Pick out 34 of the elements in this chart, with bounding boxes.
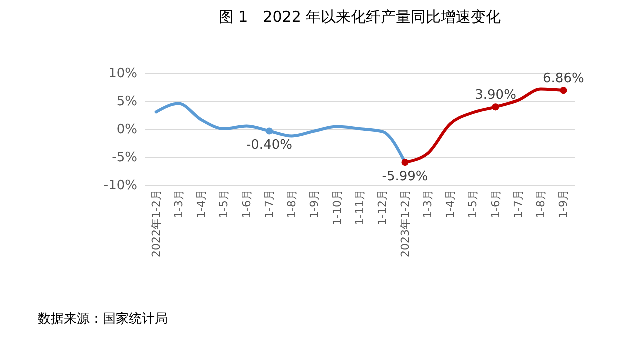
source-note: 数据来源：国家统计局 xyxy=(38,311,168,327)
x-tick-label: 1-7月 xyxy=(512,190,525,218)
data-label: -5.99% xyxy=(382,170,428,185)
x-tick-label: 1-9月 xyxy=(557,190,570,218)
x-tick-label: 1-3月 xyxy=(421,190,434,218)
y-tick-label: 0% xyxy=(116,122,138,138)
data-label: -0.40% xyxy=(246,138,292,154)
point xyxy=(560,87,568,94)
x-tick-label: 2022年1-2月 xyxy=(150,190,163,258)
x-tick-label: 1-6月 xyxy=(489,190,502,218)
x-tick-label: 1-11月 xyxy=(354,190,366,226)
x-tick-label: 1-5月 xyxy=(218,190,231,218)
x-tick-label: 1-4月 xyxy=(444,190,458,218)
x-tick-label: 1-9月 xyxy=(308,190,322,218)
x-tick-label: 1-12月 xyxy=(376,190,390,226)
x-tick-label: 1-7月 xyxy=(262,190,276,218)
x-tick-label: 1-10月 xyxy=(330,190,344,226)
x-tick-label: 1-4月 xyxy=(195,190,208,218)
data-label: 6.86% xyxy=(543,72,584,87)
point xyxy=(266,128,274,135)
y-tick-label: -10% xyxy=(104,178,138,194)
y-tick-label: 10% xyxy=(108,66,138,82)
x-tick-label: 1-8月 xyxy=(286,190,299,218)
chart-title: 图 1 2022 年以来化纤产量同比增速变化 xyxy=(218,8,502,26)
x-tick-label: 1-8月 xyxy=(534,190,548,218)
point xyxy=(492,104,500,111)
x-tick-label: 1-6月 xyxy=(240,190,254,218)
data-label: 3.90% xyxy=(475,88,516,104)
point xyxy=(402,159,409,166)
y-tick-label: -5% xyxy=(112,150,138,166)
x-tick-label: 2023年1-2月 xyxy=(398,190,412,258)
y-tick-label: 5% xyxy=(116,94,138,110)
x-tick-label: 1-5月 xyxy=(466,190,480,218)
x-tick-label: 1-3月 xyxy=(172,190,186,218)
